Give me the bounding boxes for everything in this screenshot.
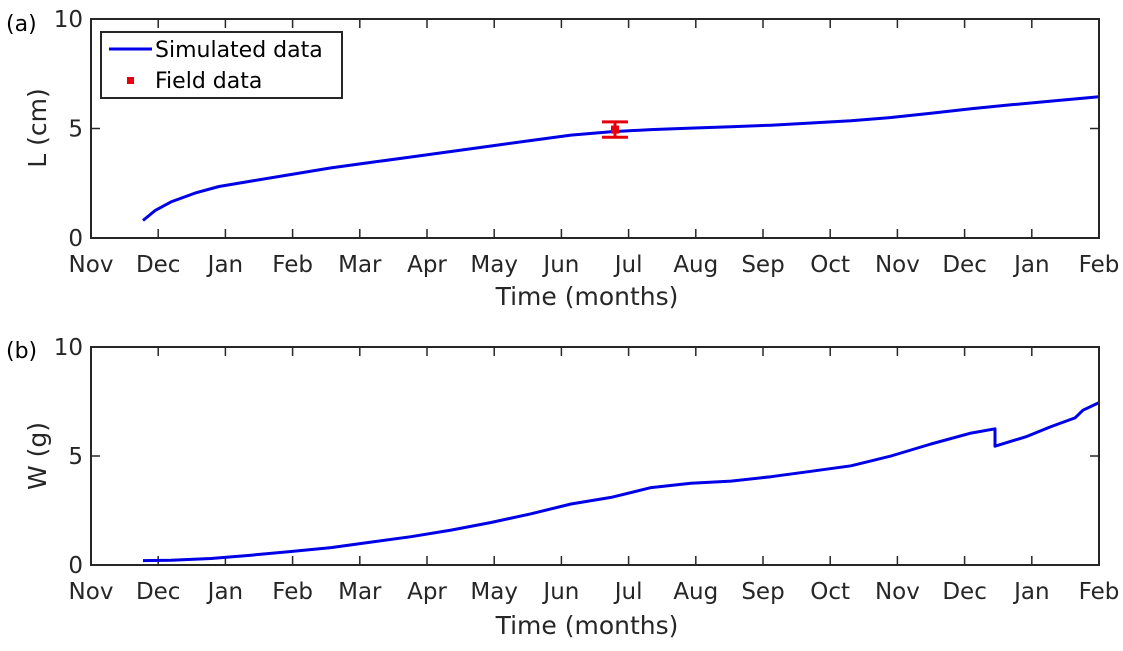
y-tick-label: 5 xyxy=(68,444,83,470)
x-tick-label: Dec xyxy=(942,579,987,605)
legend-entry-field: Field data xyxy=(155,69,262,94)
x-tick-label: Feb xyxy=(1079,252,1120,278)
panel-b: (b) 0 5 10 Nov Dec Jan Feb Mar Apr May Jun Jul Aug Se… xyxy=(6,335,1119,640)
x-tick-label: Jun xyxy=(541,252,579,278)
x-tick-label: Oct xyxy=(810,252,850,278)
panel-b-xlabel: Time (months) xyxy=(495,611,679,640)
legend-box xyxy=(100,31,343,99)
panel-a-series xyxy=(142,95,1100,222)
x-tick-label: Jul xyxy=(613,579,643,605)
panel-b-ylabel: W (g) xyxy=(23,422,52,490)
x-tick-label: Jan xyxy=(1012,252,1049,278)
panel-b-plot-area xyxy=(91,347,1099,565)
x-tick-label: Sep xyxy=(741,579,784,605)
panel-a-ticks: 0 5 10 Nov Dec Jan Feb Mar Apr May Jun Jul Aug Sep Oct… xyxy=(54,7,1120,278)
x-tick-label: Oct xyxy=(810,579,850,605)
panel-b-frame xyxy=(90,346,1100,566)
x-tick-label: Mar xyxy=(338,579,382,605)
panel-b-series xyxy=(142,401,1100,563)
x-tick-label: Nov xyxy=(875,579,920,605)
x-tick-label: Sep xyxy=(741,252,784,278)
x-tick-label: Jan xyxy=(206,252,243,278)
series-line xyxy=(142,401,1100,563)
field-data-point xyxy=(611,125,619,134)
panel-a-xlabel: Time (months) xyxy=(495,282,679,311)
x-tick-label: Jan xyxy=(206,579,243,605)
x-tick-label: Nov xyxy=(69,252,114,278)
x-tick-label: Dec xyxy=(942,252,987,278)
panel-a-frame xyxy=(90,18,1100,239)
y-tick-label: 0 xyxy=(68,226,83,252)
x-tick-label: Jun xyxy=(541,579,579,605)
x-tick-label: Nov xyxy=(875,252,920,278)
panel-a: (a) 0 5 10 Nov Dec Jan Feb Mar Apr May Jun Jul Aug Se… xyxy=(6,7,1119,311)
y-tick-label: 10 xyxy=(54,7,83,33)
x-tick-label: Aug xyxy=(673,252,718,278)
legend: Simulated data Field data xyxy=(100,31,343,99)
y-tick-label: 0 xyxy=(68,553,83,579)
x-tick-label: Dec xyxy=(136,579,181,605)
series-line xyxy=(142,95,1100,222)
panel-a-tag: (a) xyxy=(6,12,37,37)
x-tick-label: Feb xyxy=(1079,579,1120,605)
legend-entry-simulated: Simulated data xyxy=(155,38,323,63)
x-tick-label: May xyxy=(470,252,518,278)
x-tick-label: Apr xyxy=(407,252,447,278)
x-tick-label: May xyxy=(470,579,518,605)
x-tick-label: Feb xyxy=(272,252,313,278)
x-tick-label: Jan xyxy=(1012,579,1049,605)
panel-b-ticks: 0 5 10 Nov Dec Jan Feb Mar Apr May Jun Jul Aug Sep Oct… xyxy=(54,335,1120,605)
y-tick-label: 10 xyxy=(54,335,83,361)
x-tick-label: Jul xyxy=(613,252,643,278)
panel-a-ylabel: L (cm) xyxy=(23,88,52,167)
x-tick-label: Apr xyxy=(407,579,447,605)
x-tick-label: Mar xyxy=(338,252,382,278)
legend-marker-swatch xyxy=(127,77,134,84)
y-tick-label: 5 xyxy=(68,117,83,143)
x-tick-label: Nov xyxy=(69,579,114,605)
x-tick-label: Feb xyxy=(272,579,313,605)
x-tick-label: Dec xyxy=(136,252,181,278)
x-tick-label: Aug xyxy=(673,579,718,605)
panel-b-tag: (b) xyxy=(6,339,37,364)
